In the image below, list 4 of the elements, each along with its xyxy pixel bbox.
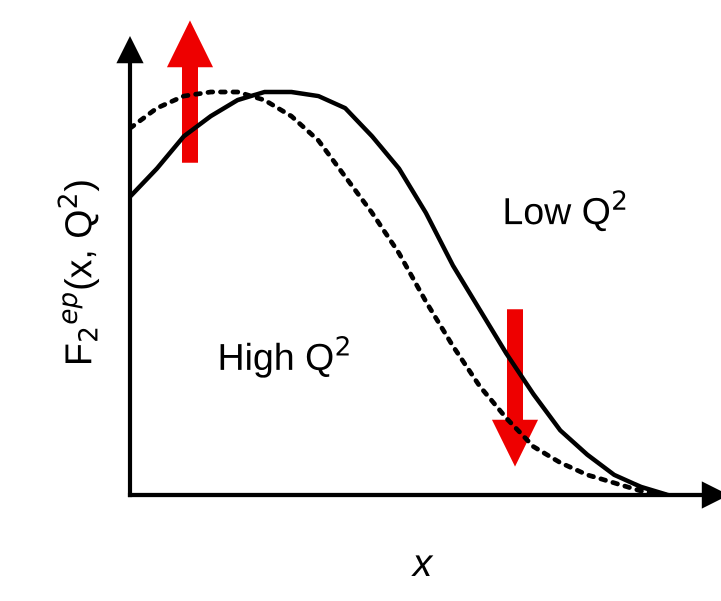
- y-axis-title: F$_{2}$$^{ep}$(x, Q$^{2}$): [57, 181, 100, 363]
- series-label: Low Q$^{2}$: [506, 190, 626, 232]
- x-axis-title: x: [411, 555, 434, 576]
- text: High Q$^{2}$: [220, 336, 349, 378]
